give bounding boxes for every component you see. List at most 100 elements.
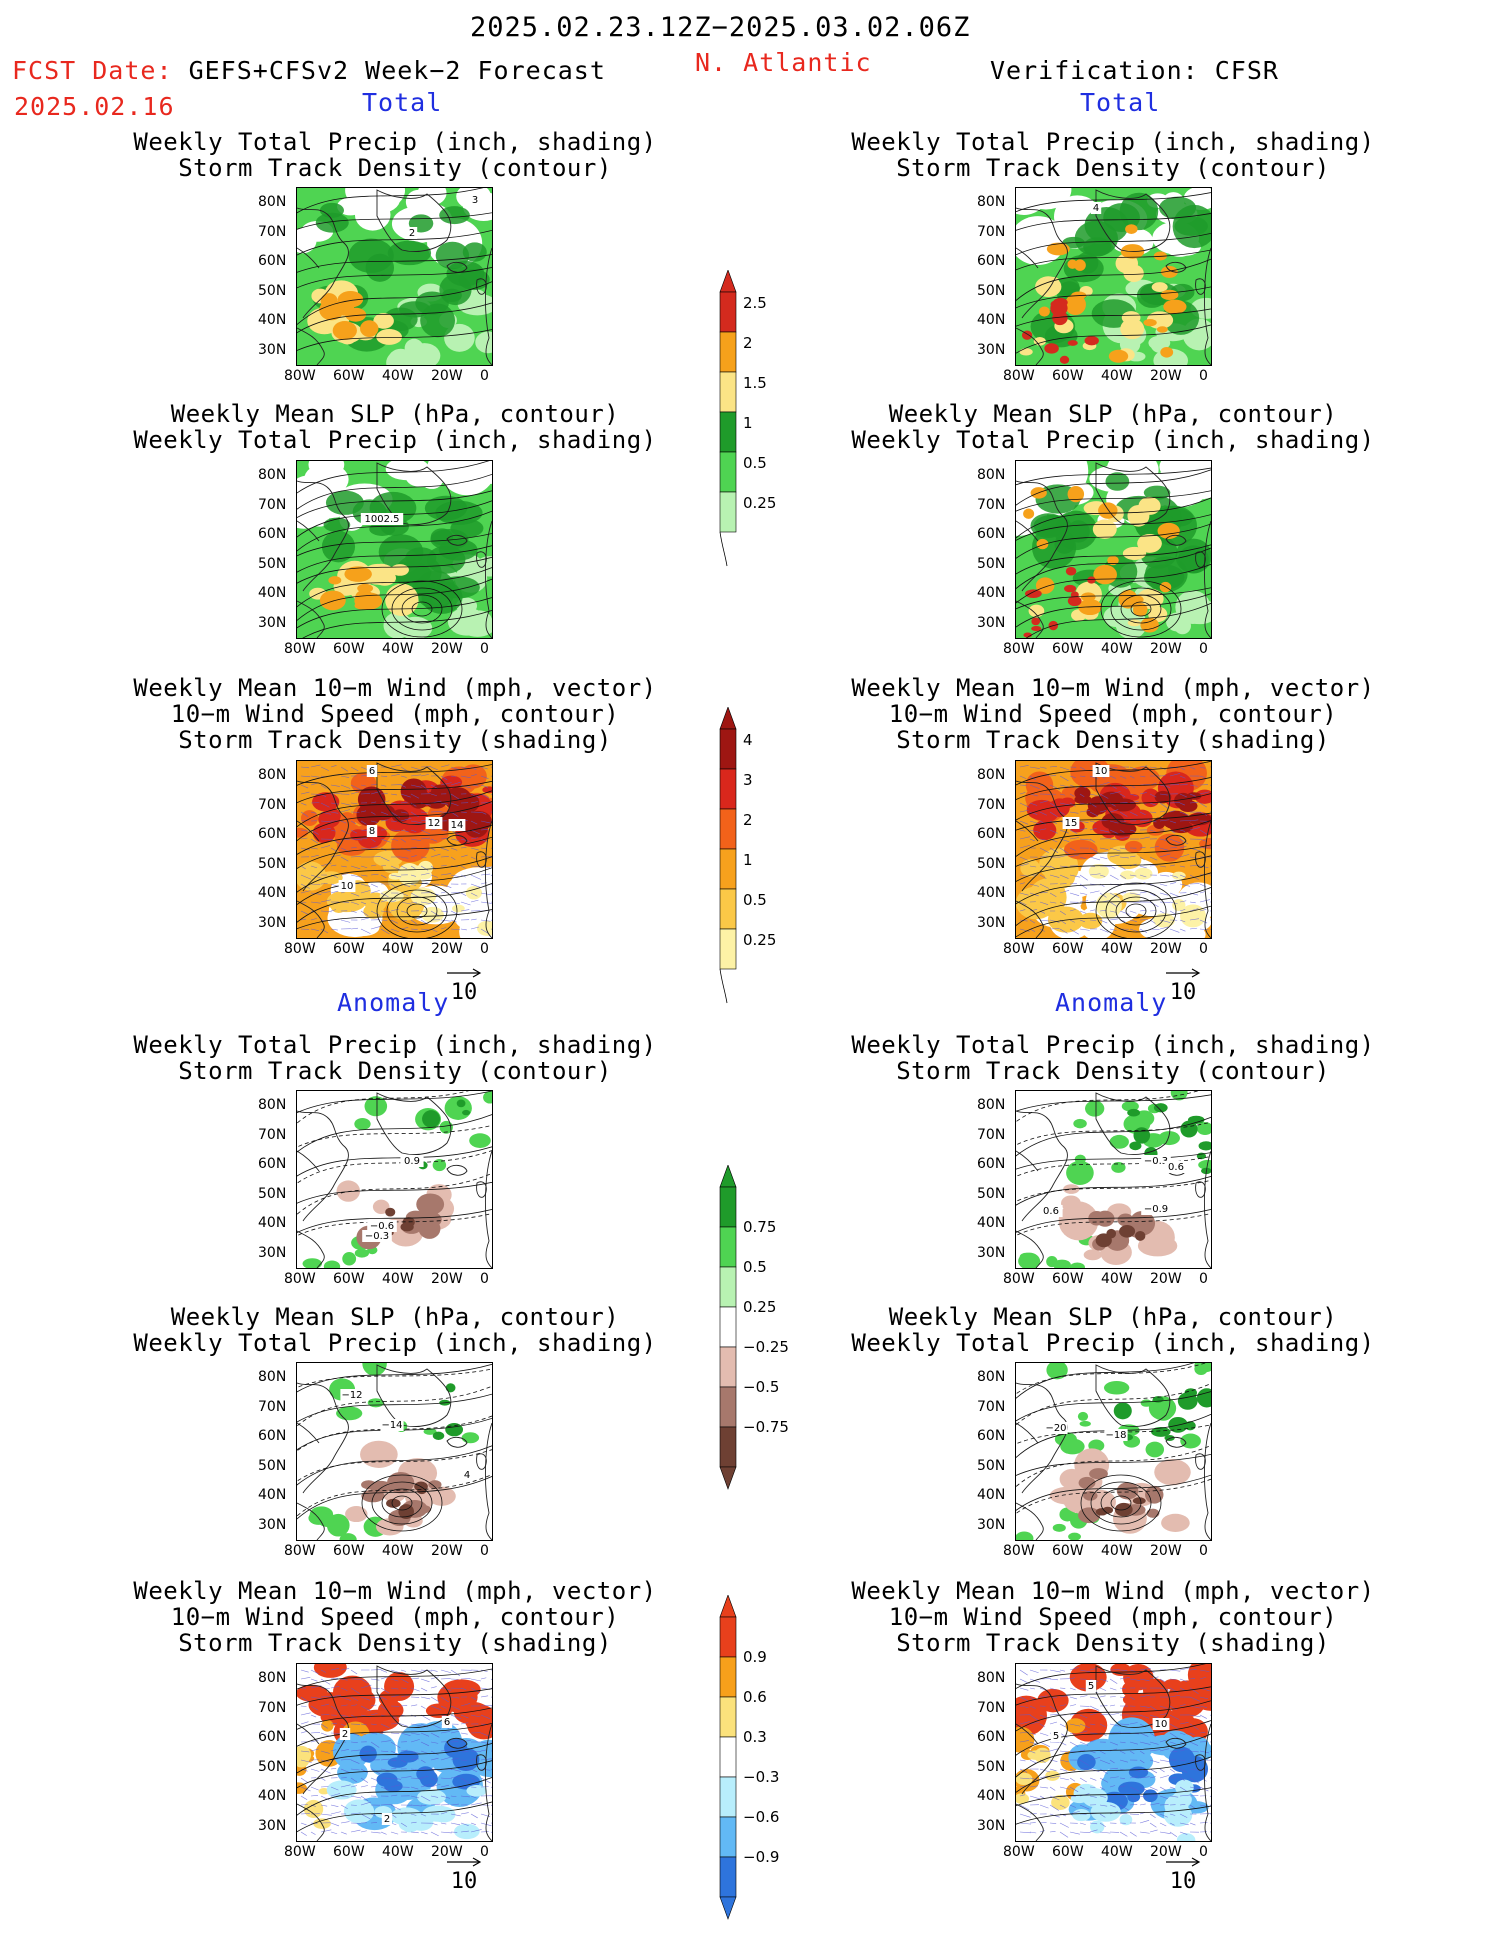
lat-label-fc-1-5: 40N bbox=[258, 312, 286, 328]
lat-label-fc-6-2: 70N bbox=[258, 1700, 286, 1716]
colorbar-track_anom-label-1: 0.9 bbox=[743, 1648, 767, 1666]
map-plot-ob-1: 4 bbox=[1016, 188, 1211, 365]
lon-label-fc-1-2: 60W bbox=[333, 368, 365, 384]
contour-label-ob_p5-2: −18 bbox=[1105, 1430, 1126, 1441]
lat-label-ob-5-6: 30N bbox=[977, 1517, 1005, 1533]
colorbar-track_anom-label-5: −0.6 bbox=[743, 1808, 779, 1826]
lat-label-ob-2-1: 80N bbox=[977, 467, 1005, 483]
panel-title-fc-5-line-1: Weekly Mean SLP (hPa, contour) bbox=[115, 1303, 675, 1331]
map-plot-fc-2: 1002.5 bbox=[297, 461, 492, 638]
vector-arrow-icon bbox=[446, 1855, 482, 1869]
lat-label-fc-3-2: 70N bbox=[258, 797, 286, 813]
panel-title-ob-4-line-1: Weekly Total Precip (inch, shading) bbox=[833, 1031, 1393, 1059]
panel-title-fc-3-line-3: Storm Track Density (shading) bbox=[115, 726, 675, 754]
lat-label-ob-4-2: 70N bbox=[977, 1127, 1005, 1143]
lat-label-ob-6-6: 30N bbox=[977, 1818, 1005, 1834]
lon-label-fc-6-1: 80W bbox=[284, 1844, 316, 1860]
contour-label-ob_p6-1: 5 bbox=[1088, 1681, 1094, 1692]
section-anomaly-right: Anomaly bbox=[1055, 988, 1167, 1017]
lon-label-ob-2-2: 60W bbox=[1052, 641, 1084, 657]
lat-label-ob-3-1: 80N bbox=[977, 767, 1005, 783]
lon-label-ob-1-1: 80W bbox=[1003, 368, 1035, 384]
contour-label-fc_p6-1: 2 bbox=[342, 1729, 348, 1740]
lon-label-fc-3-1: 80W bbox=[284, 941, 316, 957]
lon-label-ob-1-2: 60W bbox=[1052, 368, 1084, 384]
vector-reference-value: 10 bbox=[1170, 1869, 1197, 1894]
lon-label-ob-5-1: 80W bbox=[1003, 1543, 1035, 1559]
lat-label-fc-5-5: 40N bbox=[258, 1487, 286, 1503]
colorbar-track_total-label-3: 2 bbox=[743, 811, 753, 829]
lat-label-ob-6-1: 80N bbox=[977, 1670, 1005, 1686]
contour-label-fc_p4-3: −0.3 bbox=[365, 1231, 389, 1242]
panel-title-fc-2-line-2: Weekly Total Precip (inch, shading) bbox=[115, 426, 675, 454]
lat-label-ob-3-5: 40N bbox=[977, 885, 1005, 901]
contour-label-fc_p3-3: 12 bbox=[428, 818, 441, 829]
fcst-model: GEFS+CFSv2 Week−2 Forecast bbox=[189, 56, 606, 85]
lon-label-fc-1-5: 0 bbox=[480, 368, 489, 384]
vector-reference-fc-6: 10 bbox=[446, 1855, 482, 1894]
lat-label-fc-2-1: 80N bbox=[258, 467, 286, 483]
lat-label-ob-1-2: 70N bbox=[977, 224, 1005, 240]
lon-label-fc-4-5: 0 bbox=[480, 1271, 489, 1287]
panel-title-ob-2-line-1: Weekly Mean SLP (hPa, contour) bbox=[833, 400, 1393, 428]
lon-label-fc-5-4: 20W bbox=[431, 1543, 463, 1559]
panel-title-ob-3-line-2: 10−m Wind Speed (mph, contour) bbox=[833, 700, 1393, 728]
lat-label-ob-3-3: 60N bbox=[977, 826, 1005, 842]
contour-label-fc_p6-3: 2 bbox=[384, 1814, 390, 1825]
lat-label-ob-5-3: 60N bbox=[977, 1428, 1005, 1444]
contour-label-ob_p4-3: −0.9 bbox=[1144, 1204, 1168, 1215]
contour-label-fc_p6-2: 6 bbox=[444, 1717, 450, 1728]
colorbar-track_total-label-5: 0.5 bbox=[743, 891, 767, 909]
panel-title-ob-3-line-3: Storm Track Density (shading) bbox=[833, 726, 1393, 754]
contour-label-fc_p4-1: 0.9 bbox=[404, 1156, 420, 1167]
colorbar-precip_total-label-3: 1.5 bbox=[743, 374, 767, 392]
colorbar-track_anom-label-4: −0.3 bbox=[743, 1768, 779, 1786]
colorbar-track_total-label-1: 4 bbox=[743, 731, 753, 749]
lat-label-ob-5-4: 50N bbox=[977, 1458, 1005, 1474]
panel-title-fc-6-line-3: Storm Track Density (shading) bbox=[115, 1629, 675, 1657]
lat-label-ob-4-3: 60N bbox=[977, 1156, 1005, 1172]
lon-label-ob-1-4: 20W bbox=[1150, 368, 1182, 384]
panel-title-fc-3-line-2: 10−m Wind Speed (mph, contour) bbox=[115, 700, 675, 728]
lon-label-ob-4-1: 80W bbox=[1003, 1271, 1035, 1287]
lat-label-ob-2-2: 70N bbox=[977, 497, 1005, 513]
lon-label-ob-4-4: 20W bbox=[1150, 1271, 1182, 1287]
lon-label-fc-4-1: 80W bbox=[284, 1271, 316, 1287]
lon-label-ob-3-4: 20W bbox=[1150, 941, 1182, 957]
map-panel-ob-2 bbox=[1015, 460, 1212, 639]
lat-label-fc-3-3: 60N bbox=[258, 826, 286, 842]
panel-title-ob-1-line-1: Weekly Total Precip (inch, shading) bbox=[833, 128, 1393, 156]
lat-label-fc-6-4: 50N bbox=[258, 1759, 286, 1775]
vector-reference-value: 10 bbox=[451, 1869, 478, 1894]
map-plot-fc-4: 0.9−0.6−0.3 bbox=[297, 1091, 492, 1268]
lon-label-ob-6-1: 80W bbox=[1003, 1844, 1035, 1860]
lon-label-ob-3-1: 80W bbox=[1003, 941, 1035, 957]
lat-label-ob-3-2: 70N bbox=[977, 797, 1005, 813]
lat-label-ob-6-5: 40N bbox=[977, 1788, 1005, 1804]
contour-label-fc_p3-5: 10 bbox=[341, 881, 354, 892]
region-label: N. Atlantic bbox=[695, 48, 872, 77]
map-panel-fc-4: 0.9−0.6−0.3 bbox=[296, 1090, 493, 1269]
lat-label-fc-4-4: 50N bbox=[258, 1186, 286, 1202]
lon-label-fc-3-2: 60W bbox=[333, 941, 365, 957]
lat-label-fc-6-6: 30N bbox=[258, 1818, 286, 1834]
contour-label-fc_p5-1: −12 bbox=[341, 1390, 362, 1401]
lon-label-fc-3-4: 20W bbox=[431, 941, 463, 957]
map-plot-fc-5: −12−144 bbox=[297, 1363, 492, 1540]
lon-label-fc-5-3: 40W bbox=[382, 1543, 414, 1559]
colorbar-precip_anom-label-1: 0.75 bbox=[743, 1218, 776, 1236]
map-plot-ob-2 bbox=[1016, 461, 1211, 638]
lat-label-fc-3-4: 50N bbox=[258, 856, 286, 872]
lat-label-fc-3-1: 80N bbox=[258, 767, 286, 783]
lon-label-ob-3-3: 40W bbox=[1101, 941, 1133, 957]
contour-label-ob_p4-4: 0.6 bbox=[1043, 1206, 1059, 1217]
lat-label-fc-1-2: 70N bbox=[258, 224, 286, 240]
panel-title-ob-6-line-1: Weekly Mean 10−m Wind (mph, vector) bbox=[833, 1577, 1393, 1605]
section-total-right: Total bbox=[1080, 88, 1160, 117]
